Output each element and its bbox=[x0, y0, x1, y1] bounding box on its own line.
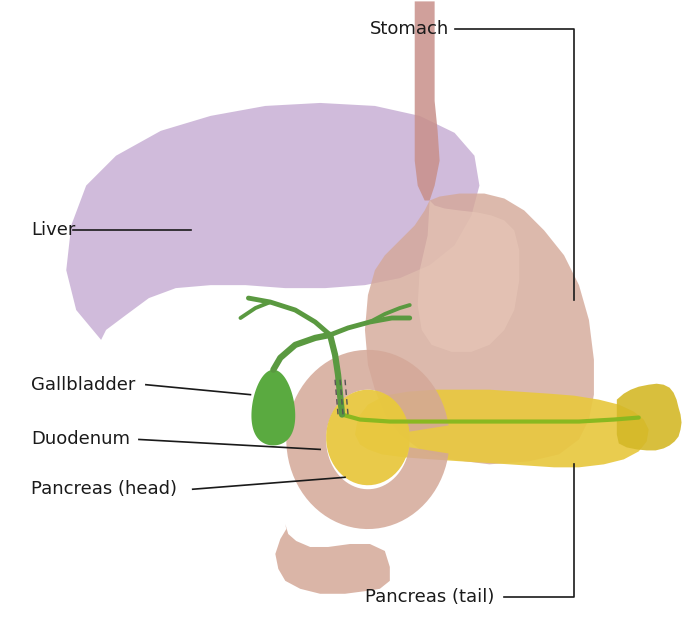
Polygon shape bbox=[66, 103, 480, 340]
Polygon shape bbox=[275, 524, 390, 594]
Polygon shape bbox=[326, 390, 410, 486]
Text: Pancreas (tail): Pancreas (tail) bbox=[365, 588, 494, 606]
Polygon shape bbox=[251, 370, 295, 446]
Text: Pancreas (head): Pancreas (head) bbox=[32, 480, 177, 498]
Polygon shape bbox=[414, 1, 440, 201]
Polygon shape bbox=[617, 384, 682, 451]
Polygon shape bbox=[355, 390, 649, 467]
Text: Gallbladder: Gallbladder bbox=[32, 376, 136, 394]
Text: Duodenum: Duodenum bbox=[32, 430, 130, 448]
Polygon shape bbox=[365, 194, 594, 465]
Text: Stomach: Stomach bbox=[370, 20, 449, 38]
Polygon shape bbox=[286, 350, 449, 529]
Text: Liver: Liver bbox=[32, 222, 76, 239]
Polygon shape bbox=[418, 201, 519, 352]
